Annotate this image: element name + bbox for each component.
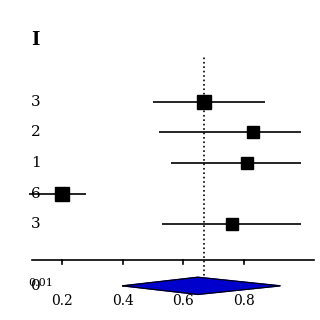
Text: 1: 1: [31, 156, 41, 170]
Text: 0.01: 0.01: [28, 278, 53, 288]
Text: 2: 2: [31, 125, 41, 140]
Text: 0.6: 0.6: [172, 293, 194, 308]
Polygon shape: [123, 277, 280, 294]
Text: 3: 3: [31, 95, 41, 109]
Text: 0.8: 0.8: [233, 293, 255, 308]
Text: 3: 3: [31, 218, 41, 231]
Text: 0.4: 0.4: [112, 293, 133, 308]
Text: 6: 6: [31, 187, 41, 201]
Text: 0: 0: [31, 279, 41, 293]
Text: 0.2: 0.2: [51, 293, 73, 308]
Text: I: I: [31, 31, 40, 49]
